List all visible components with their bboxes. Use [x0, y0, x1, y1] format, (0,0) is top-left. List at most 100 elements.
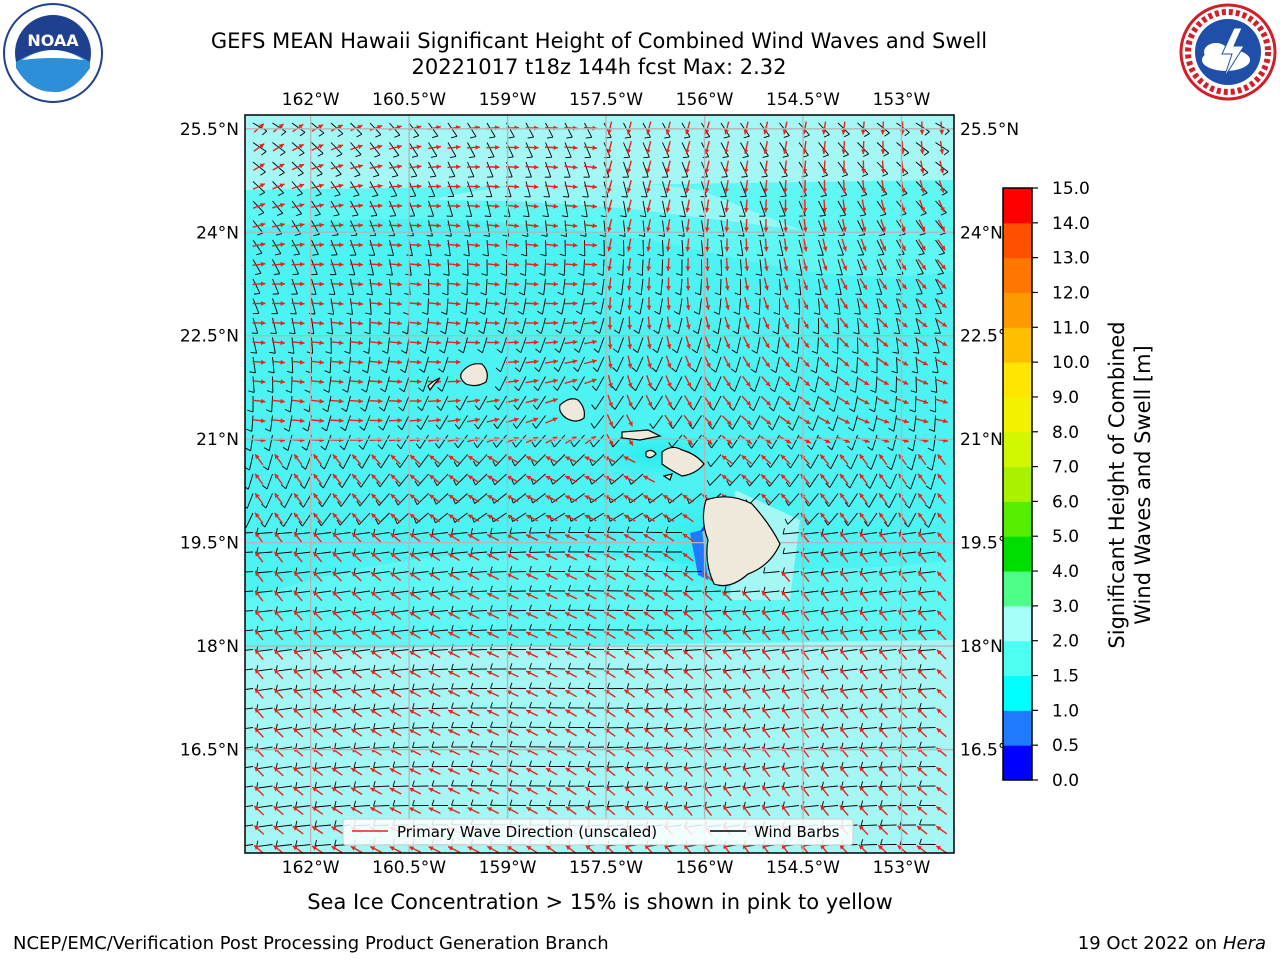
wind-barb-flag — [752, 330, 759, 335]
wind-barb — [393, 610, 410, 613]
wind-barb — [618, 317, 624, 334]
wind-barb-flag — [905, 484, 911, 490]
wind-barb — [757, 317, 761, 334]
wind-barb — [759, 122, 770, 137]
wind-barb — [626, 707, 644, 710]
wind-barb-flag — [431, 702, 435, 709]
wind-barb-flag — [336, 153, 343, 157]
wave-arrow-head — [351, 709, 357, 714]
wave-arrow-head — [685, 246, 691, 252]
wave-arrow-head — [764, 304, 769, 310]
wave-arrow-head — [467, 573, 473, 578]
wave-arrow-head — [726, 381, 731, 387]
wave-arrow-head — [644, 728, 650, 733]
wind-barb — [810, 454, 819, 469]
wind-barb — [679, 298, 683, 315]
wind-barb — [265, 493, 273, 509]
wind-barb-flag — [665, 683, 669, 690]
wind-barb-flag — [262, 484, 268, 490]
wind-barb-flag — [852, 351, 859, 354]
wind-barb — [252, 298, 260, 314]
wind-barb — [802, 805, 819, 808]
wind-barb-flag — [685, 624, 688, 631]
wave-arrow-head — [584, 573, 590, 578]
wind-barb-flag — [437, 387, 443, 392]
wind-barb — [912, 434, 917, 451]
wind-barb-flag — [601, 196, 608, 198]
wind-barb — [900, 649, 917, 652]
wind-barb-flag — [568, 682, 571, 689]
wave-arrow-head — [274, 669, 279, 675]
wind-barb — [270, 415, 273, 432]
wind-barb-flag — [548, 760, 552, 767]
wind-barb — [935, 200, 947, 213]
wind-barb — [477, 415, 488, 430]
wind-barb-flag — [673, 330, 679, 334]
wave-arrow-head — [390, 494, 396, 499]
wind-barb-flag — [813, 312, 820, 315]
wind-barb-flag — [416, 424, 422, 430]
wind-barb — [504, 278, 507, 295]
wind-barb-flag — [785, 481, 790, 488]
wind-barb-flag — [513, 404, 518, 410]
wave-arrow-head — [782, 188, 788, 193]
wave-arrow-head — [455, 144, 461, 150]
wind-barb-flag — [607, 584, 610, 591]
wind-barb — [525, 239, 528, 257]
wave-arrow-head — [448, 709, 454, 715]
wind-barb — [837, 239, 844, 256]
wave-arrow-head — [456, 379, 461, 384]
wave-arrow-head — [627, 325, 632, 330]
wind-barb — [642, 142, 650, 158]
wind-barb-flag — [731, 349, 738, 354]
wave-arrow-head — [626, 227, 632, 232]
wave-arrow-head — [572, 164, 578, 170]
wave-arrow-head — [843, 323, 849, 329]
wind-barb — [486, 200, 492, 217]
wind-barb — [720, 278, 722, 296]
wind-barb-flag — [306, 351, 313, 354]
wind-barb — [900, 707, 917, 710]
wave-arrow-head — [357, 144, 363, 150]
wind-barb-flag — [723, 136, 730, 139]
wind-barb-flag — [576, 291, 583, 296]
wind-barb-flag — [626, 624, 630, 631]
wave-arrow-head — [705, 285, 711, 291]
wave-arrow-head — [743, 168, 749, 174]
wind-barb — [276, 766, 293, 770]
wind-barb — [841, 746, 858, 750]
wind-barb-flag — [542, 215, 549, 218]
wave-arrow-head — [299, 222, 305, 228]
wind-barb-flag — [568, 741, 571, 748]
wind-barb — [276, 610, 293, 613]
wind-barb-flag — [632, 348, 638, 353]
wave-arrow-head — [881, 207, 886, 213]
wind-barb — [417, 473, 429, 487]
wind-barb — [362, 434, 371, 450]
wind-barb — [822, 532, 839, 535]
wind-barb-flag — [373, 722, 376, 729]
wave-arrow-head — [254, 766, 260, 772]
wave-arrow-head — [786, 438, 792, 444]
wave-arrow-head — [573, 281, 578, 287]
wind-barb — [334, 707, 351, 711]
wave-arrow-head — [533, 398, 539, 403]
wind-barb — [637, 337, 644, 353]
wind-barb — [521, 317, 527, 334]
wind-barb — [432, 668, 449, 671]
wind-barb-flag — [657, 253, 664, 257]
wave-arrow-head — [825, 419, 831, 424]
wind-barb-flag — [646, 801, 649, 808]
wind-barb-flag — [766, 462, 771, 468]
wind-barb-flag — [880, 703, 883, 710]
wave-arrow-head — [274, 512, 280, 518]
wind-barb — [640, 278, 644, 295]
wave-arrow-head — [841, 188, 847, 193]
wind-barb-flag — [459, 330, 465, 335]
wave-arrow-head — [666, 363, 672, 369]
wind-barb-flag — [237, 586, 238, 592]
wave-arrow-head — [763, 246, 769, 252]
wind-barb — [330, 259, 337, 275]
wave-arrow-head — [429, 553, 435, 558]
wave-arrow-head — [686, 363, 692, 369]
